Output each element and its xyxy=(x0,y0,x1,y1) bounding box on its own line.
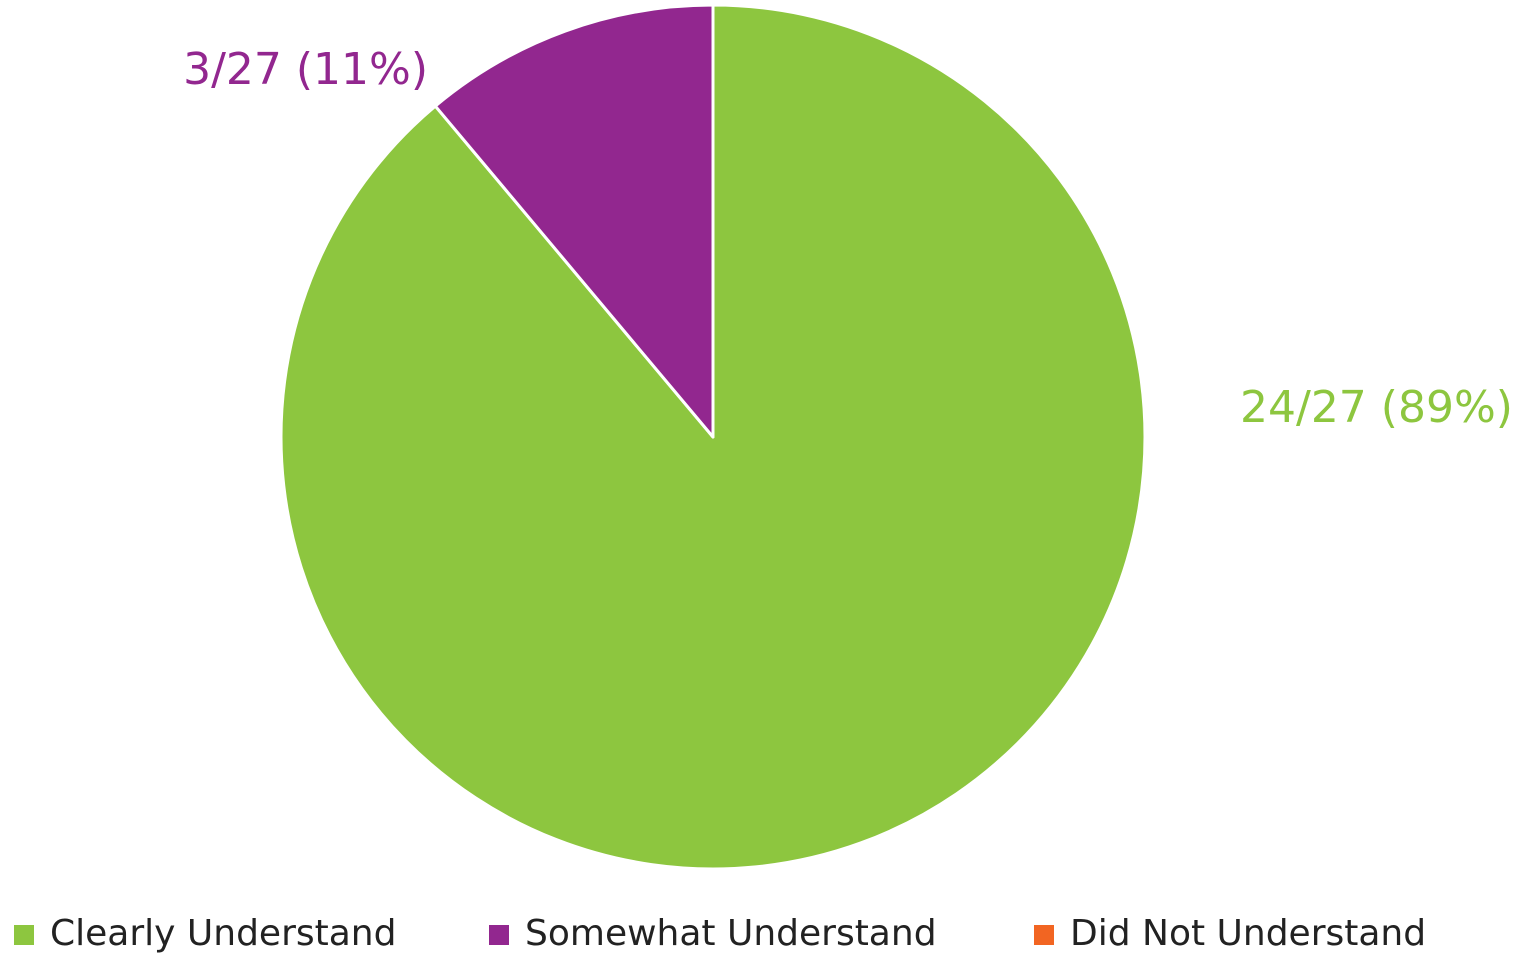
data-label: 3/27 (11%) xyxy=(183,44,428,95)
pie-slice xyxy=(433,3,715,439)
legend-swatch xyxy=(14,925,34,945)
legend-label: Clearly Understand xyxy=(50,913,396,954)
legend-label: Did Not Understand xyxy=(1070,913,1426,954)
legend-swatch xyxy=(489,925,509,945)
legend-label: Somewhat Understand xyxy=(525,913,937,954)
data-label: 24/27 (89%) xyxy=(1240,382,1513,433)
legend-swatch xyxy=(1034,925,1054,945)
